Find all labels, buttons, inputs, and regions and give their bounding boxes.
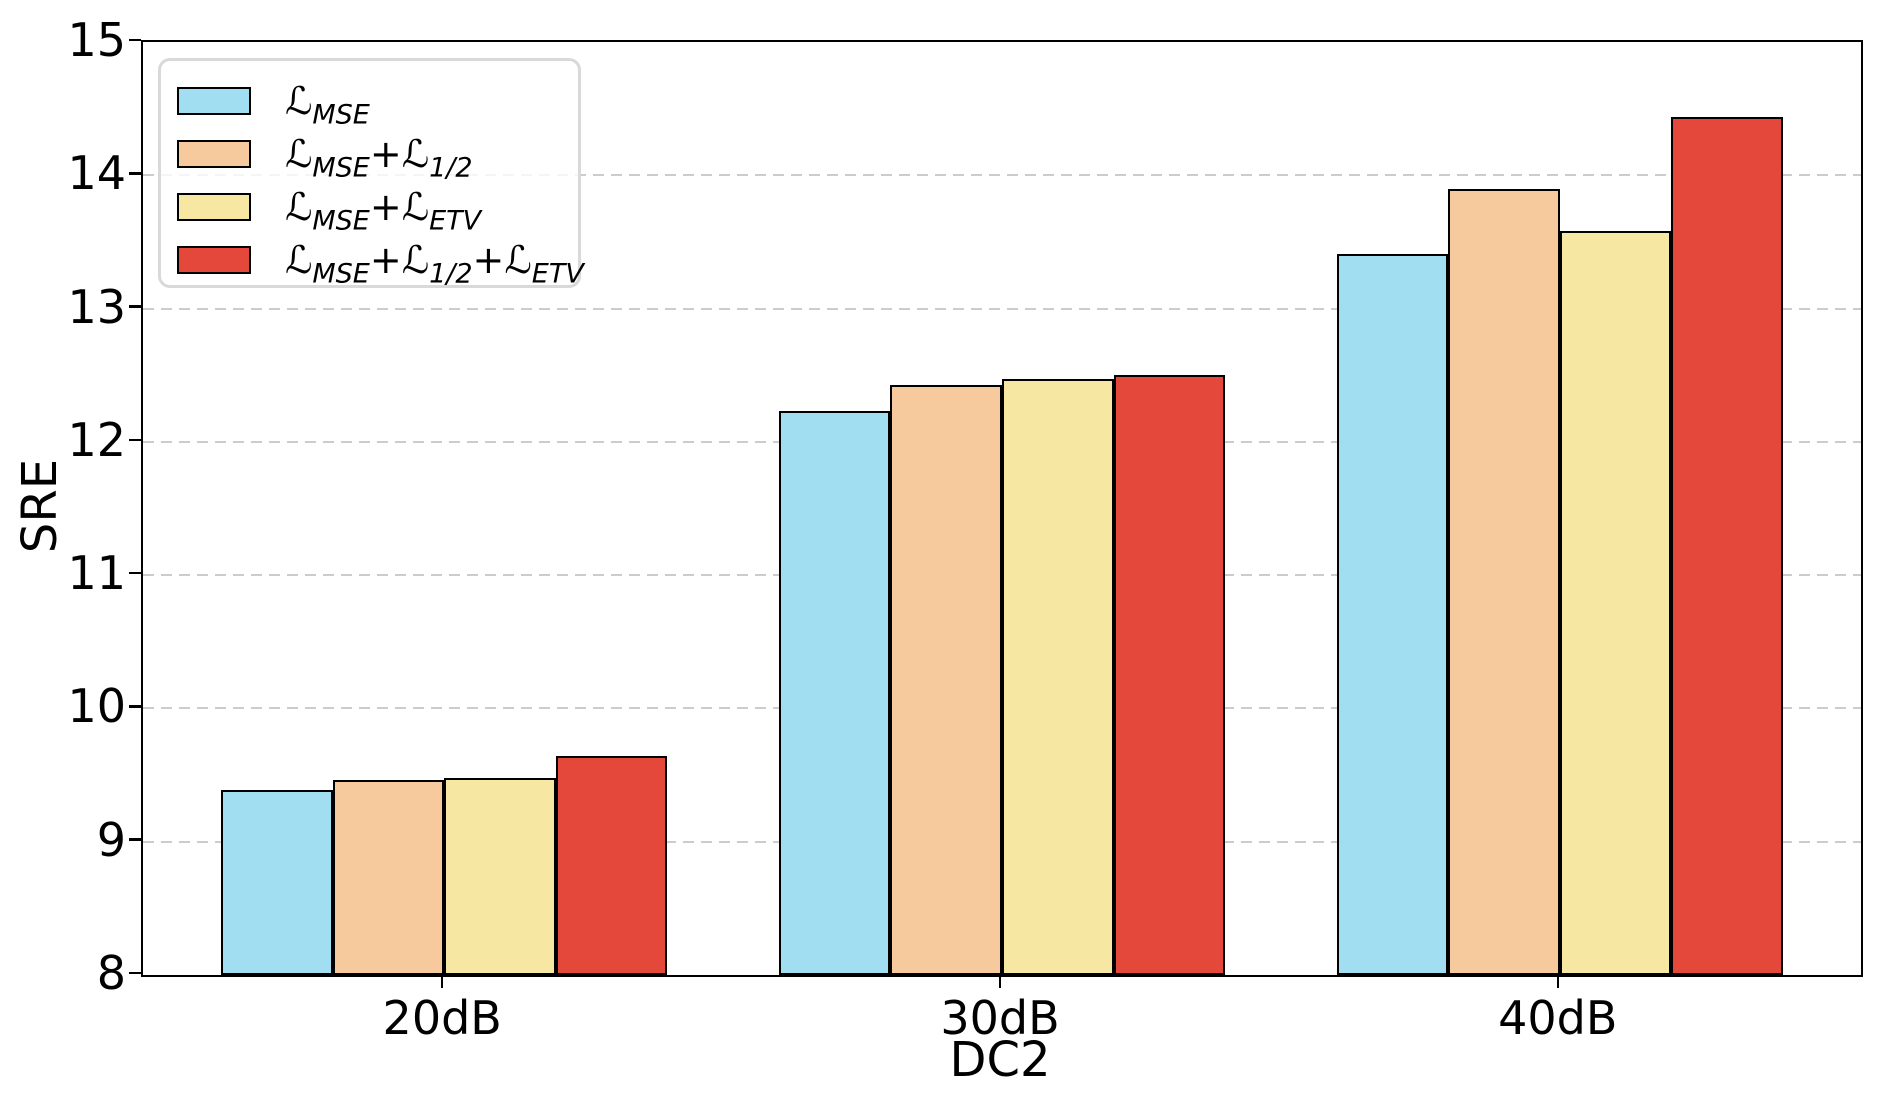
y-tick-mark-14 (129, 172, 141, 175)
legend-swatch-2 (177, 139, 251, 168)
bar-30db-series2 (890, 384, 1002, 975)
legend-swatch-3 (177, 192, 251, 221)
bar-20db-series1 (221, 789, 333, 975)
legend-label-2: ℒMSE+ℒ1/2 (285, 131, 473, 183)
plot-area (141, 40, 1863, 977)
legend-label-3: ℒMSE+ℒETV (285, 184, 482, 236)
legend-row-4: ℒMSE+ℒ1/2+ℒETV (177, 233, 584, 287)
y-tick-mark-9 (129, 838, 141, 841)
y-tick-label-12: 12 (67, 412, 126, 467)
y-tick-label-15: 15 (67, 13, 126, 67)
bar-20db-series2 (332, 780, 445, 975)
y-tick-label-8: 8 (96, 946, 126, 1000)
legend: ℒMSE ℒMSE+ℒ1/2 ℒMSE+ℒETV ℒMSE+ℒ1/2+ℒETV (158, 58, 584, 288)
y-tick-mark-15 (129, 38, 141, 42)
y-tick-mark-10 (129, 705, 141, 708)
x-tick-mark-30db (998, 975, 1002, 988)
bar-20db-series3 (444, 777, 556, 975)
x-tick-label-30db: 30dB (940, 991, 1060, 1045)
bar-40db-series2 (1448, 188, 1560, 975)
gridline-y14 (143, 174, 1861, 177)
x-axis-label: DC2 (949, 1032, 1051, 1088)
x-tick-mark-20db (440, 975, 444, 988)
bar-30db-series3 (1002, 379, 1114, 975)
x-tick-label-20db: 20dB (382, 991, 502, 1045)
legend-label-4: ℒMSE+ℒ1/2+ℒETV (285, 237, 584, 289)
x-tick-mark-40db (1556, 975, 1560, 988)
x-tick-label-40db: 40dB (1498, 991, 1618, 1045)
legend-label-1: ℒMSE (285, 78, 370, 130)
y-axis-label: SRE (12, 458, 68, 554)
y-tick-label-11: 11 (67, 546, 126, 601)
legend-swatch-4 (177, 245, 251, 274)
gridline-y13 (143, 307, 1861, 310)
bar-20db-series4 (555, 756, 668, 975)
y-tick-label-14: 14 (67, 146, 126, 201)
bar-40db-series1 (1336, 253, 1449, 975)
y-tick-label-13: 13 (67, 279, 126, 334)
bar-40db-series4 (1671, 116, 1783, 975)
bar-40db-series3 (1559, 231, 1672, 975)
bar-30db-series1 (778, 411, 891, 975)
legend-row-2: ℒMSE+ℒ1/2 (177, 127, 578, 183)
y-tick-mark-12 (129, 438, 141, 442)
y-tick-mark-8 (129, 971, 141, 975)
y-tick-mark-13 (129, 305, 141, 308)
legend-swatch-1 (177, 86, 251, 115)
legend-row-1: ℒMSE (177, 74, 578, 130)
y-tick-label-10: 10 (67, 679, 126, 734)
bar-30db-series4 (1113, 375, 1226, 975)
y-tick-mark-11 (129, 571, 141, 575)
y-tick-label-9: 9 (96, 812, 126, 867)
legend-row-3: ℒMSE+ℒETV (177, 180, 578, 236)
